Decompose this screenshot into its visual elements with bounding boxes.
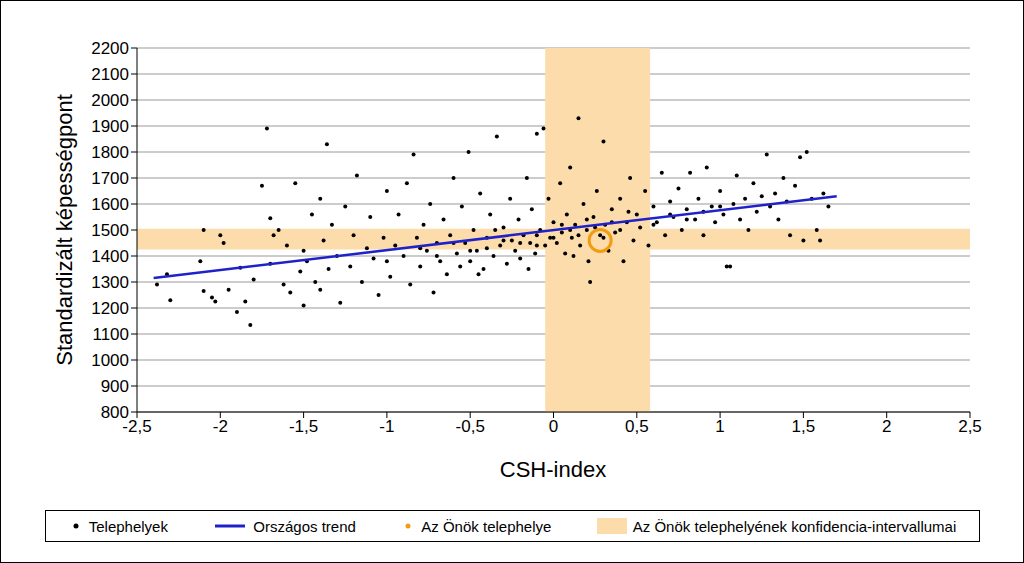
svg-text:-1,5: -1,5 xyxy=(289,417,318,436)
svg-text:-1: -1 xyxy=(379,417,394,436)
svg-text:1000: 1000 xyxy=(91,351,129,370)
html-text:Az Önök telephelyének konfiden: Az Önök telephelyének konfidencia-interv… xyxy=(632,517,957,535)
svg-text:-2,5: -2,5 xyxy=(122,417,152,437)
svg-text:800: 800 xyxy=(101,403,129,422)
svg-text:2,5: 2,5 xyxy=(958,417,982,436)
html-text:CSH-index: CSH-index xyxy=(499,457,607,482)
html-text:Országos trend: Országos trend xyxy=(253,517,356,535)
svg-text:-0,5: -0,5 xyxy=(456,417,485,436)
svg-text:900: 900 xyxy=(101,377,129,396)
svg-text:-2: -2 xyxy=(213,417,228,436)
svg-text:1,5: 1,5 xyxy=(792,417,816,436)
svg-text:2000: 2000 xyxy=(91,91,129,110)
svg-text:1300: 1300 xyxy=(91,273,129,292)
svg-text:2: 2 xyxy=(882,417,891,436)
svg-text:2100: 2100 xyxy=(91,65,129,84)
svg-text:1900: 1900 xyxy=(91,117,129,136)
html-text:Standardizált képességpont: Standardizált képességpont xyxy=(52,94,77,366)
svg-text:1500: 1500 xyxy=(91,221,129,240)
svg-text:1700: 1700 xyxy=(91,169,129,188)
svg-text:0: 0 xyxy=(549,417,558,436)
svg-text:0,5: 0,5 xyxy=(625,417,649,436)
html-text:Telephelyek: Telephelyek xyxy=(88,517,168,535)
svg-text:1200: 1200 xyxy=(91,299,129,318)
svg-text:1: 1 xyxy=(715,417,724,436)
svg-text:1800: 1800 xyxy=(91,143,129,162)
svg-text:1400: 1400 xyxy=(91,247,129,266)
html-text:Az Önök telephelye: Az Önök telephelye xyxy=(421,517,552,535)
svg-text:1100: 1100 xyxy=(92,325,129,344)
svg-text:1600: 1600 xyxy=(91,195,129,214)
svg-text:2200: 2200 xyxy=(91,39,129,58)
